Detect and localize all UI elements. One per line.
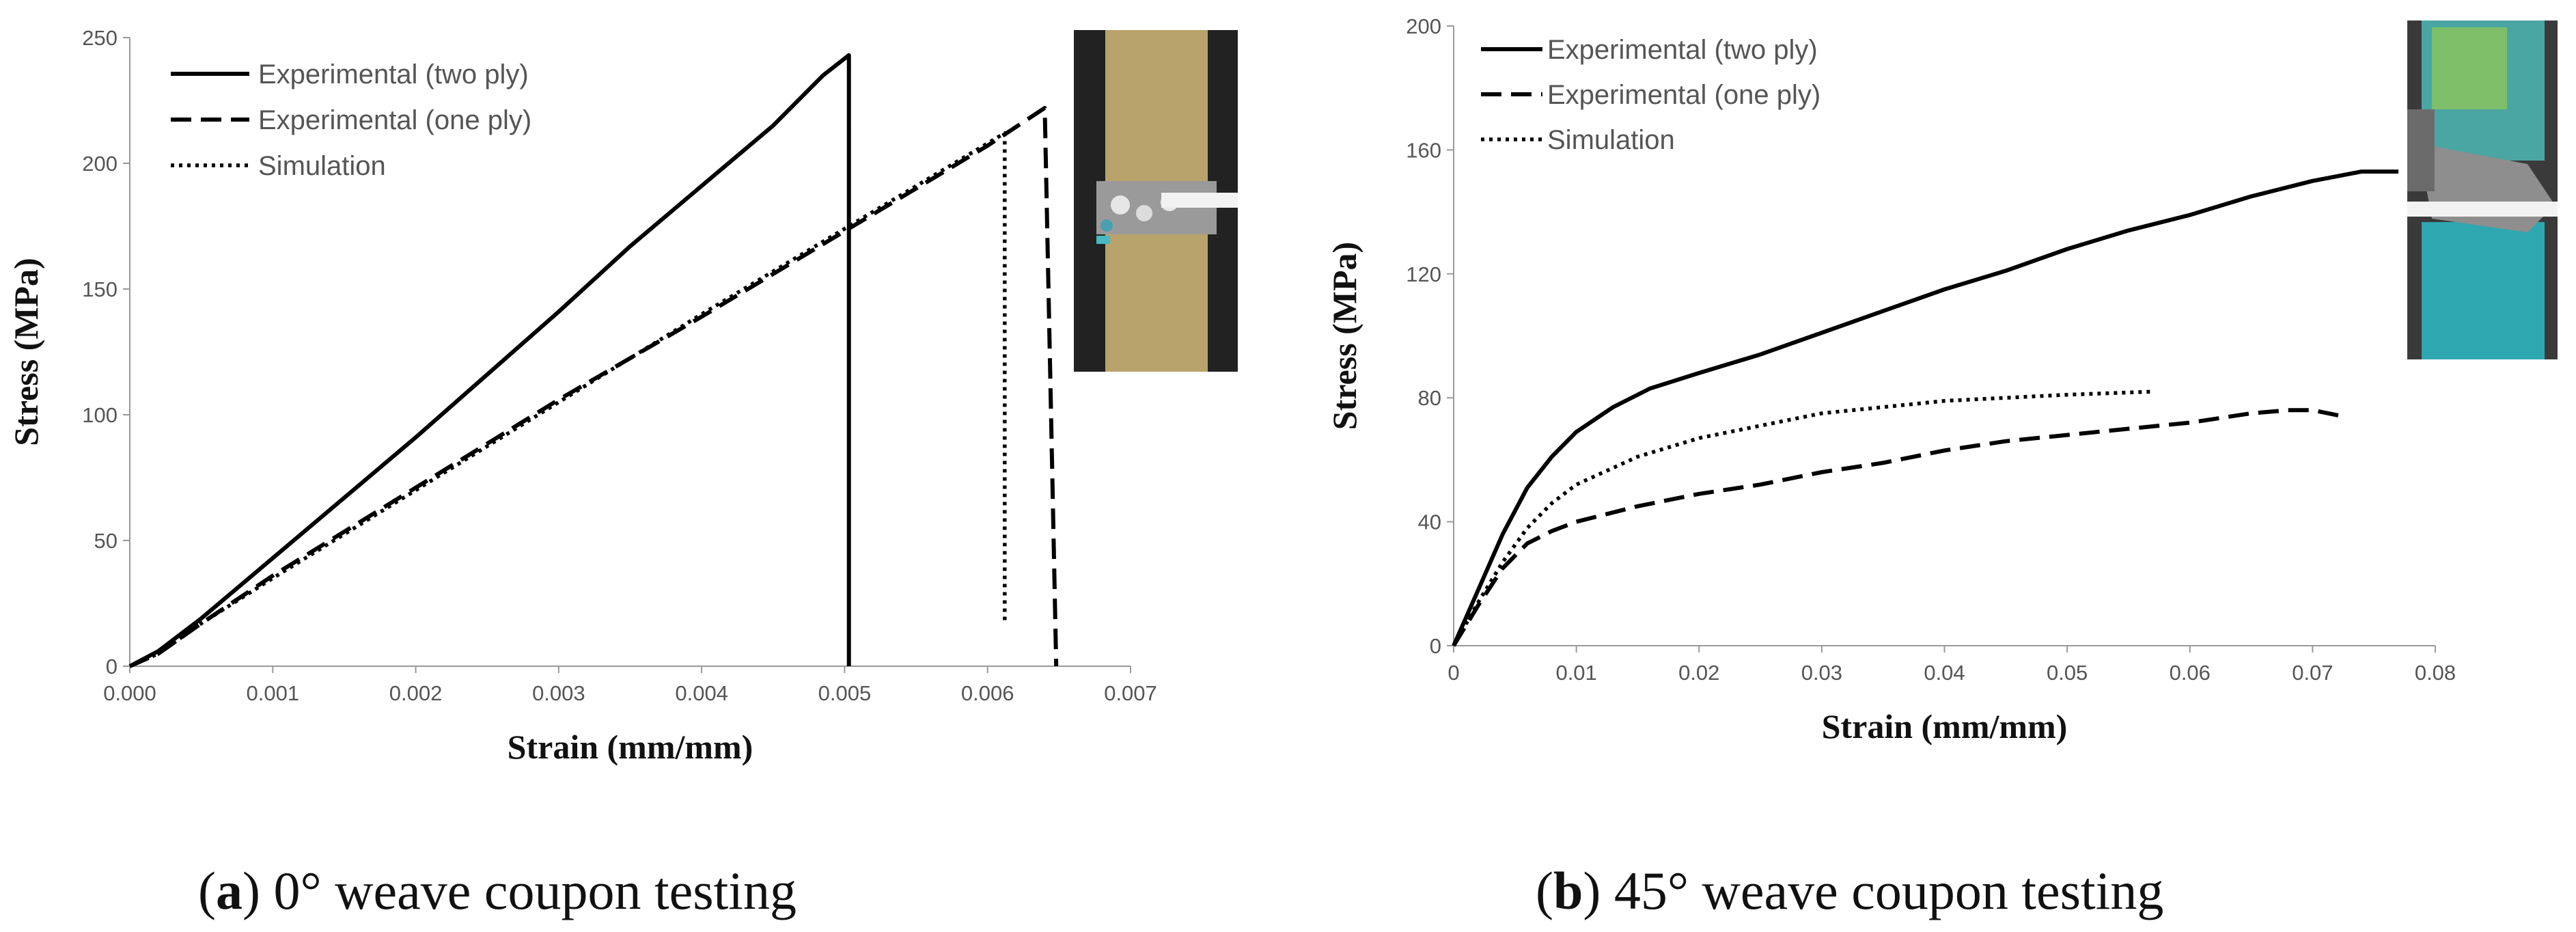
y-axis-title-b: Stress (MPa)	[1325, 242, 1363, 430]
y-tick-label-b: 40	[1418, 510, 1441, 534]
y-axis-title-a: Stress (MPa)	[7, 258, 45, 446]
x-tick-label-a: 0.000	[103, 681, 156, 705]
x-tick-label-a: 0.004	[675, 681, 728, 705]
x-tick-label-a: 0.003	[532, 681, 585, 705]
x-tick-label-b: 0.08	[2415, 661, 2456, 685]
legend-label-a: Experimental (one ply)	[258, 105, 531, 135]
x-axis-title-b: Strain (mm/mm)	[1822, 707, 2068, 745]
y-tick-label-a: 50	[94, 529, 117, 553]
legend-label-a: Simulation	[258, 151, 386, 181]
x-axis-title-a: Strain (mm/mm)	[508, 728, 753, 766]
caption-b: (b) 45° weave coupon testing	[1536, 861, 2163, 920]
panel-a: 0.000 0.001 0.002 0.003 0.004 0.005 0.006 0.007…	[7, 26, 1157, 766]
y-tick-label-b: 160	[1406, 138, 1441, 162]
x-tick-label-b: 0.01	[1555, 661, 1596, 685]
specimen-photo-b	[2407, 20, 2558, 359]
y-tick-label-b: 200	[1406, 14, 1441, 38]
legend-label-b: Simulation	[1547, 125, 1675, 155]
x-tick-label-b: 0.03	[1801, 661, 1842, 685]
x-tick-label-b: 0.07	[2292, 661, 2333, 685]
legend-a: Experimental (two ply) Experimental (one …	[171, 59, 531, 181]
caption-a: (a) 0° weave coupon testing	[198, 861, 797, 920]
y-tick-label-a: 250	[82, 26, 117, 50]
caption-b-letter: b	[1553, 861, 1583, 920]
series-line-a-solid	[128, 53, 851, 668]
y-tick-label-a: 150	[82, 277, 117, 301]
x-tick-label-b: 0.02	[1678, 661, 1719, 685]
x-tick-label-a: 0.007	[1104, 681, 1157, 705]
caption-a-text: 0° weave coupon testing	[273, 861, 797, 920]
series-line-a-dotted	[128, 131, 1007, 668]
y-tick-label-b: 120	[1406, 262, 1441, 286]
legend-b: Experimental (two ply) Experimental (one …	[1481, 35, 1820, 155]
legend-label-b: Experimental (two ply)	[1547, 35, 1818, 65]
x-tick-label-b: 0	[1448, 661, 1459, 685]
series-line-a-dashed	[128, 106, 1059, 668]
x-tick-label-a: 0.006	[961, 681, 1014, 705]
y-tick-label-a: 200	[82, 152, 117, 176]
caption-b-text: 45° weave coupon testing	[1614, 861, 2164, 920]
panel-b: 0 0.01 0.02 0.03 0.04 0.05 0.06 0.07 0.08 0 40 80 12…	[1325, 14, 2456, 745]
y-tick-label-b: 80	[1418, 386, 1441, 410]
x-tick-label-a: 0.005	[818, 681, 872, 705]
series-line-b-solid	[1452, 169, 2399, 647]
legend-label-a: Experimental (two ply)	[258, 59, 529, 90]
x-tick-label-b: 0.06	[2170, 661, 2211, 685]
x-tick-label-b: 0.05	[2047, 661, 2088, 685]
y-tick-label-b: 0	[1430, 634, 1441, 658]
caption-a-letter: a	[216, 861, 243, 920]
y-tick-label-a: 100	[82, 403, 117, 427]
x-tick-label-a: 0.002	[389, 681, 443, 705]
x-tick-label-b: 0.04	[1924, 661, 1965, 685]
series-line-b-dotted	[1452, 389, 2154, 647]
x-tick-label-a: 0.001	[246, 681, 299, 705]
y-tick-label-a: 0	[106, 655, 117, 679]
specimen-photo-a	[1074, 30, 1238, 372]
series-line-b-dashed	[1452, 408, 2344, 647]
legend-label-b: Experimental (one ply)	[1547, 80, 1820, 110]
